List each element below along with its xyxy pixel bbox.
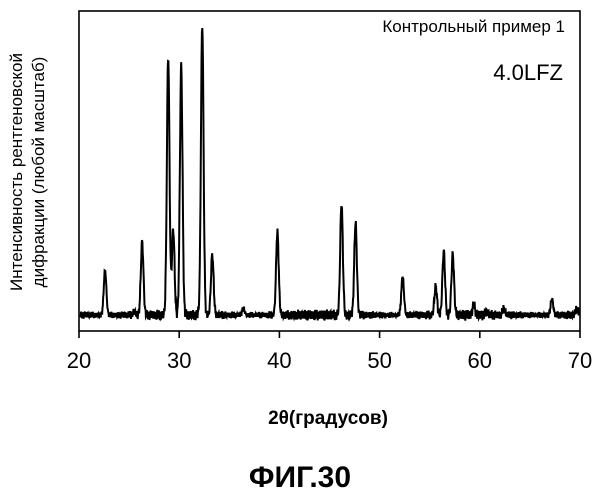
y-axis-title-line2: дифракции (любой масштаб) bbox=[29, 57, 48, 288]
x-tick-label: 70 bbox=[568, 348, 592, 373]
x-tick-label: 20 bbox=[67, 348, 91, 373]
x-tick-label: 40 bbox=[267, 348, 291, 373]
x-axis-ticks: 20 30 40 50 60 70 bbox=[67, 331, 592, 373]
plot-frame bbox=[79, 11, 580, 331]
x-tick-label: 30 bbox=[167, 348, 191, 373]
sample-annotation: Контрольный пример 1 bbox=[382, 17, 565, 36]
y-axis-title-line1: Интенсивность рентгеновской bbox=[7, 53, 26, 291]
figure-caption: ФИГ.30 bbox=[249, 461, 351, 494]
x-tick-label: 60 bbox=[468, 348, 492, 373]
composition-annotation: 4.0LFZ bbox=[493, 60, 563, 85]
x-tick-label: 50 bbox=[367, 348, 391, 373]
x-axis-title: 2θ(градусов) bbox=[268, 408, 388, 429]
